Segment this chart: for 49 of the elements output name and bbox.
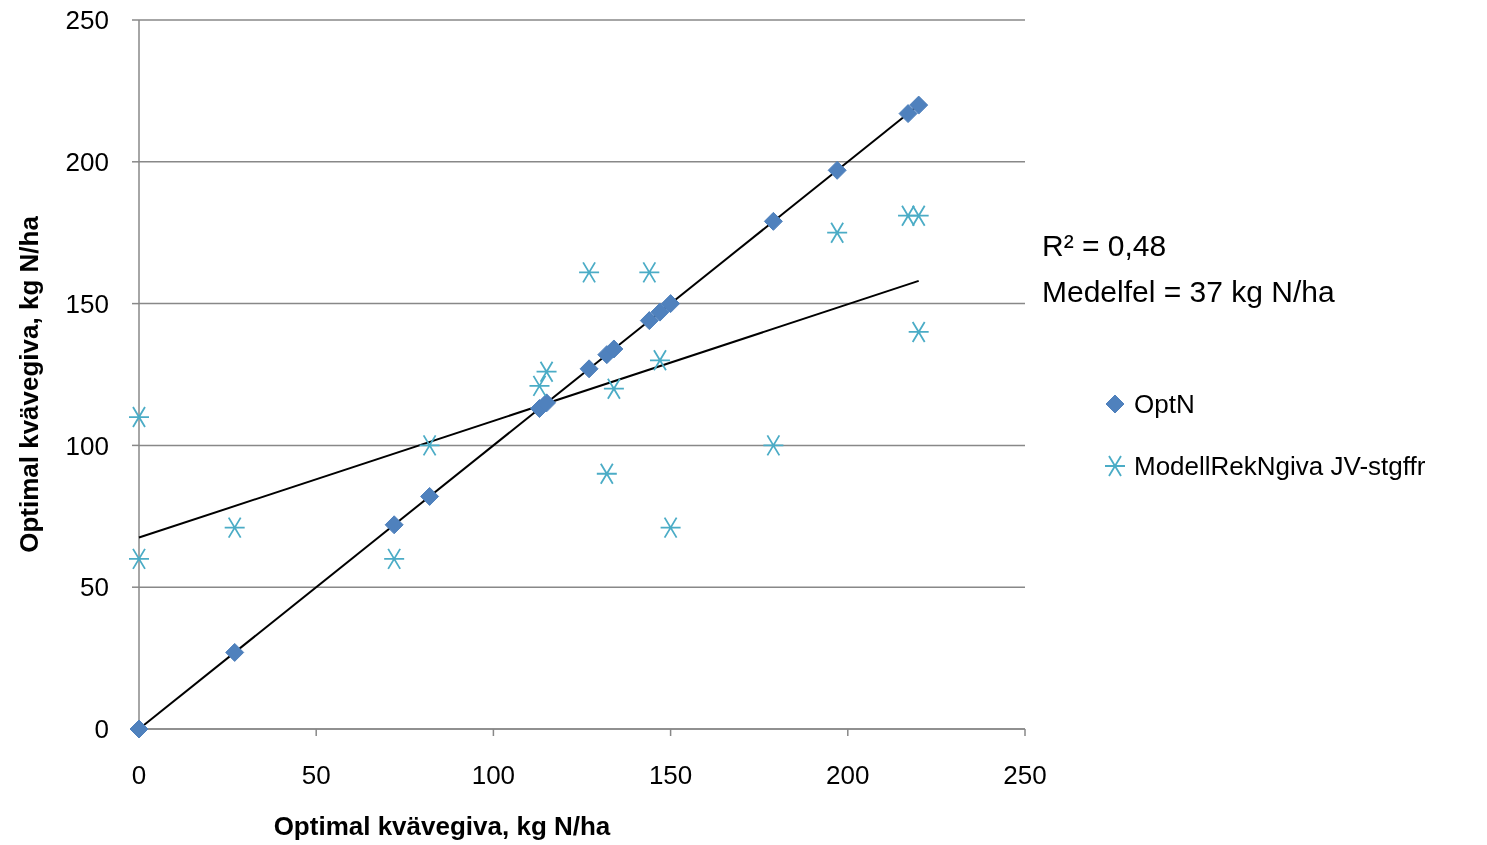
x-tick-label: 100 bbox=[471, 760, 516, 790]
point bbox=[420, 486, 440, 506]
y-tick-label: 100 bbox=[65, 430, 109, 461]
point bbox=[650, 302, 670, 322]
point bbox=[909, 95, 929, 115]
y-tick-label: 150 bbox=[65, 288, 109, 319]
point bbox=[129, 719, 149, 739]
point bbox=[638, 261, 661, 284]
point bbox=[762, 434, 785, 457]
point bbox=[128, 547, 150, 570]
x-tick-label: 0 bbox=[131, 760, 147, 790]
point bbox=[827, 160, 847, 180]
y-tick-label: 0 bbox=[94, 714, 109, 745]
point bbox=[528, 374, 551, 397]
point bbox=[223, 516, 246, 539]
point bbox=[639, 311, 659, 331]
legend-label: ModellRekNgiva JV-stgffr bbox=[1134, 451, 1426, 482]
point bbox=[907, 321, 930, 343]
text: R² = 0,48 bbox=[1042, 229, 1167, 262]
y-axis-title: Optimal kvävegiva, kg N/ha bbox=[14, 215, 44, 553]
x-tick-label: 150 bbox=[648, 760, 693, 790]
point bbox=[579, 359, 599, 379]
point bbox=[535, 360, 558, 383]
point bbox=[659, 516, 682, 539]
point bbox=[537, 393, 557, 413]
point bbox=[595, 462, 618, 485]
point bbox=[603, 377, 625, 400]
y-tick-label: 50 bbox=[80, 572, 109, 603]
legend-label: OptN bbox=[1134, 389, 1195, 420]
point bbox=[384, 515, 404, 535]
x-tick-label: 50 bbox=[301, 760, 331, 790]
point bbox=[418, 434, 441, 457]
x-tick-label: 250 bbox=[1003, 760, 1047, 790]
point bbox=[763, 211, 783, 231]
point bbox=[383, 547, 406, 570]
x-tick-label: 200 bbox=[826, 760, 870, 790]
point bbox=[907, 204, 930, 227]
point bbox=[604, 339, 624, 359]
point bbox=[649, 349, 671, 372]
y-tick-label: 200 bbox=[65, 146, 109, 177]
y-tick-label: 250 bbox=[65, 5, 109, 36]
text: Medelfel = 37 kg N/ha bbox=[1042, 275, 1335, 308]
point bbox=[826, 221, 849, 244]
x-axis-title: Optimal kvävegiva, kg N/ha bbox=[273, 811, 611, 841]
point bbox=[898, 104, 918, 124]
point bbox=[225, 642, 245, 662]
point bbox=[578, 261, 600, 284]
point bbox=[661, 294, 681, 314]
point bbox=[128, 406, 150, 428]
